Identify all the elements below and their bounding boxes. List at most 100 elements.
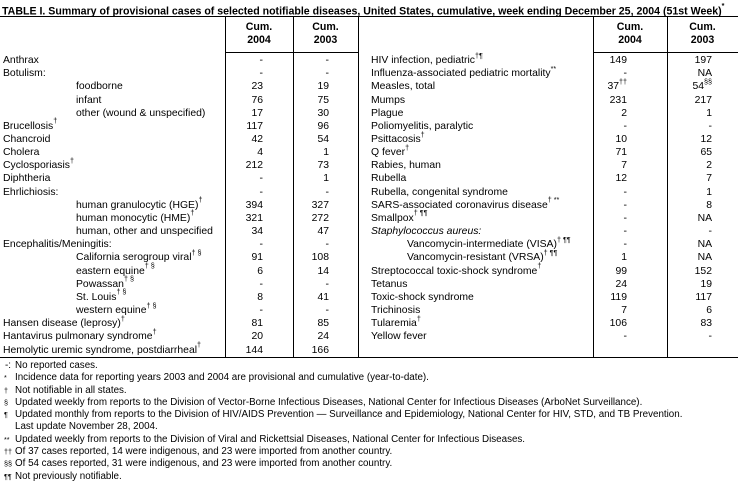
table-row: Hemolytic uremic syndrome, postdiarrheal…: [0, 340, 358, 356]
cum-2004-value: 12: [615, 173, 627, 185]
footnote-text: Updated weekly from reports to the Divis…: [15, 396, 643, 408]
footnote-marker: §: [4, 397, 8, 407]
footnote-line: §§ Of 54 cases reported, 31 were indigeno…: [0, 458, 738, 470]
cum-2004-value: 76: [251, 94, 263, 106]
cum-2004-value: -: [623, 239, 627, 251]
disease-name: other (wound & unspecified): [76, 107, 206, 119]
cum-2003-value: 19: [317, 81, 329, 93]
footnote-marker: *: [4, 373, 7, 383]
table-row: St. Louis† § 8 41: [0, 287, 358, 304]
cum-2003-value: 47: [317, 226, 329, 238]
table-row: Chancroid 42 54: [0, 133, 358, 146]
cum-2004-column-header: Cum. 2004: [593, 17, 667, 52]
cum-2004-value: 8: [257, 291, 263, 303]
footnote-text: Not previously notifiable.: [15, 470, 122, 482]
table-row: Staphylococcus aureus: - -: [359, 225, 738, 238]
footnote-line: Last update November 28, 2004.: [0, 421, 738, 433]
disease-name: Rubella: [371, 173, 407, 185]
year-2003-label: 2003: [690, 34, 715, 46]
cum-2004-value: -: [623, 331, 627, 343]
disease-name: Hemolytic uremic syndrome, postdiarrheal…: [3, 340, 202, 356]
cum-2003-value: 96: [317, 120, 329, 132]
table-row: Measles, total 37†† 54§§: [359, 76, 738, 93]
disease-name: Mumps: [371, 94, 406, 106]
table-right-body: HIV infection, pediatric†¶ 149 197 Influenz…: [359, 52, 738, 357]
footnote-line: -: No reported cases.: [0, 360, 738, 372]
cum-2004-value: 231: [609, 94, 627, 106]
disease-name: California serogroup viral† §: [76, 247, 202, 264]
table-right-half: Cum. 2004 Cum. 2003 HIV infection, pedia…: [359, 17, 738, 357]
cum-label: Cum.: [312, 21, 339, 33]
cum-2003-value: -: [325, 278, 329, 290]
disease-name: Chancroid: [3, 134, 51, 146]
cum-2003-value: 14: [317, 265, 329, 277]
cum-2004-value: 119: [610, 291, 627, 303]
disease-name: Tularemia†: [371, 313, 421, 330]
cum-2003-value: 54: [317, 134, 329, 146]
disease-name: Measles, total: [371, 81, 436, 93]
cum-2003-value: 166: [311, 344, 329, 356]
disease-name: St. Louis† §: [76, 287, 127, 303]
column-divider: [593, 17, 594, 357]
table-row: Rubella, congenital syndrome - 1: [359, 186, 738, 199]
footnote-marker: **: [4, 434, 10, 444]
year-2004-label: 2004: [618, 34, 642, 46]
cum-2004-value: -: [623, 186, 627, 198]
cum-2004-value: 71: [615, 147, 627, 159]
cum-2004-value: 81: [251, 318, 263, 330]
table-left-body: Anthrax - - Botulism: - - foodborne 23 19 infant 7…: [0, 54, 358, 357]
cum-2004-value: -: [623, 212, 627, 224]
cum-2004-value: -: [259, 278, 263, 290]
column-divider: [667, 17, 668, 357]
header-row: Cum. 2004 Cum. 2003: [359, 17, 738, 52]
disease-name: Plague: [371, 107, 404, 119]
table-row: Yellow fever - -: [359, 330, 738, 343]
footnote-marker: †: [4, 385, 8, 395]
footnote-text: Last update November 28, 2004.: [15, 421, 158, 433]
cum-2003-value: 8: [706, 199, 712, 211]
cum-2004-value: 6: [257, 265, 263, 277]
table-row: Rubella 12 7: [359, 172, 738, 185]
table-row: Rabies, human 7 2: [359, 159, 738, 172]
cum-2003-value: 1: [323, 173, 329, 185]
footnote-text: Updated monthly from reports to the Divi…: [15, 409, 683, 421]
cum-2004-value: 149: [609, 55, 627, 67]
table-row: Smallpox† ¶¶ - NA: [359, 209, 738, 225]
cum-2003-value: 54§§: [692, 76, 712, 93]
disease-name: Hansen disease (leprosy)†: [3, 313, 125, 330]
footnote-marker: §§: [4, 459, 12, 469]
cum-2004-value: -: [259, 55, 263, 67]
footnote-marker: ¶: [4, 410, 8, 420]
cum-2004-value: 394: [245, 199, 263, 211]
cum-2003-value: 1: [323, 147, 329, 159]
cum-2003-value: -: [708, 120, 712, 132]
cum-2004-value: 23: [251, 81, 263, 93]
table-row: Influenza-associated pediatric mortality…: [359, 65, 738, 80]
cum-2004-value: 34: [251, 226, 263, 238]
table-row: eastern equine† § 6 14: [0, 261, 358, 278]
disease-name: Hantavirus pulmonary syndrome†: [3, 326, 157, 343]
cum-2003-value: 217: [694, 94, 712, 106]
disease-name: human granulocytic (HGE)†: [76, 195, 203, 211]
disease-name: Diphtheria: [3, 173, 51, 185]
table-row: human monocytic (HME)† 321 272: [0, 209, 358, 225]
cum-2004-value: 17: [251, 107, 263, 119]
disease-name: Tetanus: [371, 278, 408, 290]
table-row: Hantavirus pulmonary syndrome† 20 24: [0, 326, 358, 343]
cum-2003-column-header: Cum. 2003: [667, 17, 738, 52]
page-title-footnote-marker: *: [721, 1, 725, 10]
cum-2003-value: -: [325, 239, 329, 251]
page-title: TABLE I. Summary of provisional cases of…: [2, 1, 738, 18]
table-row: Hansen disease (leprosy)† 81 85: [0, 313, 358, 330]
cum-2004-value: 7: [621, 160, 627, 172]
cum-2003-value: -: [325, 55, 329, 67]
cum-2004-value: 321: [245, 212, 263, 224]
disease-name: eastern equine† §: [76, 261, 155, 277]
footnote-marker: ††: [4, 447, 12, 457]
cum-2004-value: -: [259, 173, 263, 185]
cum-2003-value: 327: [311, 199, 329, 211]
disease-name: Powassan† §: [76, 274, 134, 290]
disease-column-header: [359, 17, 593, 52]
disease-name: Toxic-shock syndrome: [371, 291, 474, 303]
footnote-marker: -:: [5, 360, 11, 371]
